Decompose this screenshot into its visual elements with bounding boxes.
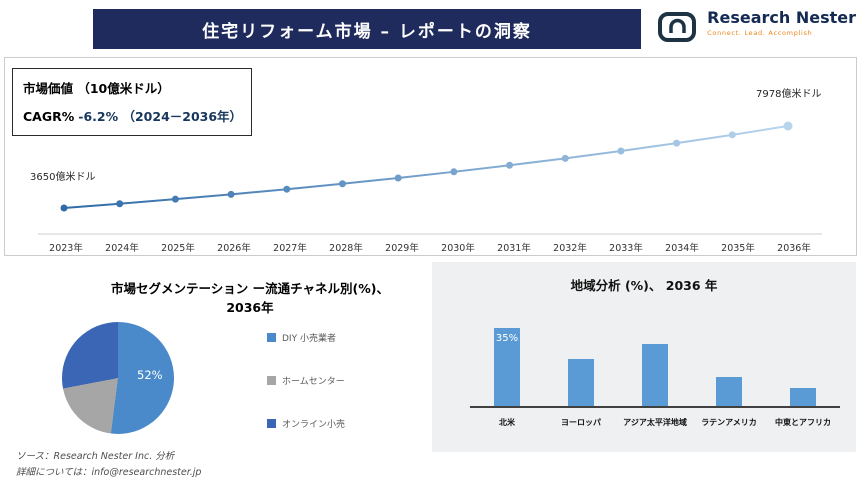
pie-legend: DIY 小売業者 ホームセンター オンライン小売 — [267, 331, 345, 460]
bar-category-label: ラテンアメリカ — [701, 418, 757, 427]
data-point — [227, 190, 235, 198]
line-chart — [38, 121, 822, 235]
bar — [716, 377, 742, 406]
x-axis-label: 2031年 — [497, 243, 531, 254]
x-axis-label: 2036年 — [777, 243, 811, 254]
bar-category-label: 中東とアフリカ — [775, 418, 831, 427]
data-point — [450, 168, 458, 176]
cagr-line: CAGR% -6.2% （2024－2036年） — [23, 106, 243, 125]
data-point — [506, 161, 514, 169]
bar — [642, 344, 668, 406]
logo-tagline: Connect. Lead. Accomplish — [707, 29, 813, 38]
pie-chart-title: 市場セグメンテーション ー流通チャネル別(%)、 2036年 — [70, 280, 430, 318]
data-point — [561, 154, 569, 162]
bar-category-label: ヨーロッパ — [561, 418, 601, 427]
pie-title-line2: 2036年 — [226, 299, 274, 315]
data-point — [283, 185, 291, 193]
x-axis-label: 2025年 — [161, 243, 195, 254]
logo-name: Research Nester — [707, 8, 856, 27]
regional-analysis-panel: 地域分析 (%)、 2036 年 35% 北米 ヨーロッパ アジア太平洋地域 ラテンア… — [432, 262, 856, 452]
data-point — [673, 139, 681, 147]
bar-chart-x-axis: 北米 ヨーロッパ アジア太平洋地域 ラテンアメリカ 中東とアフリカ — [470, 417, 840, 428]
legend-item: ホームセンター — [267, 374, 345, 387]
bar-chart-plot-area: 35% — [470, 306, 840, 408]
pie-title-line1: 市場セグメンテーション ー流通チャネル別(%)、 — [111, 281, 389, 296]
line-start-value-label: 3650億米ドル — [30, 172, 96, 183]
legend-marker-icon — [267, 376, 276, 385]
legend-item: DIY 小売業者 — [267, 331, 345, 344]
bar-value-label: 35% — [495, 333, 519, 344]
market-value-section-border — [4, 57, 857, 256]
legend-label: ホームセンター — [282, 377, 345, 387]
market-value-box: 市場価値 （10億米ドル） CAGR% -6.2% （2024－2036年） — [12, 68, 252, 136]
market-value-label: 市場価値 （10億米ドル） — [23, 81, 170, 96]
pie-slice-value-label: 52% — [137, 367, 163, 382]
x-axis-label: 2028年 — [329, 243, 363, 254]
bar — [568, 359, 594, 406]
x-axis-label: 2030年 — [441, 243, 475, 254]
bar-category-label: アジア太平洋地域 — [623, 418, 687, 427]
data-point — [728, 131, 736, 139]
bar-chart-title: 地域分析 (%)、 2036 年 — [570, 278, 718, 293]
legend-label: DIY 小売業者 — [282, 334, 336, 344]
trend-line — [63, 125, 789, 209]
x-axis-label: 2035年 — [721, 243, 755, 254]
title-banner: 住宅リフォーム市場 – レポートの洞察 — [93, 9, 641, 49]
research-nester-logo: Research Nester Connect. Lead. Accomplis… — [656, 8, 856, 45]
source-footer: ソース：Research Nester Inc. 分析 詳細については：info… — [16, 449, 201, 480]
legend-label: オンライン小売 — [282, 420, 346, 430]
data-point — [617, 147, 625, 155]
line-end-value-label: 7978億米ドル — [756, 89, 822, 100]
data-point — [394, 174, 402, 182]
data-point — [60, 204, 68, 212]
data-point — [171, 195, 179, 203]
x-axis-label: 2033年 — [609, 243, 643, 254]
page-title: 住宅リフォーム市場 – レポートの洞察 — [202, 21, 532, 42]
legend-item: オンライン小売 — [267, 417, 345, 430]
pie-chart: 52% — [62, 322, 174, 434]
cagr-value: -6.2% （2024－2036年） — [78, 109, 243, 124]
logo-mark-icon — [658, 12, 697, 42]
bar: 35% — [494, 328, 520, 406]
x-axis-label: 2027年 — [273, 243, 307, 254]
line-chart-x-axis: 2023年 2024年 2025年 2026年 2027年 2028年 2029年 2030年… — [38, 240, 822, 254]
source-line: ソース：Research Nester Inc. 分析 — [16, 451, 175, 462]
legend-marker-icon — [267, 419, 276, 428]
data-point — [116, 200, 124, 208]
x-axis-label: 2024年 — [105, 243, 139, 254]
data-point — [783, 121, 793, 131]
logo-text: Research Nester Connect. Lead. Accomplis… — [707, 8, 856, 38]
bar — [790, 388, 816, 406]
cagr-label: CAGR% — [23, 109, 75, 124]
x-axis-label: 2029年 — [385, 243, 419, 254]
x-axis-label: 2034年 — [665, 243, 699, 254]
x-axis-label: 2023年 — [49, 243, 83, 254]
data-point — [338, 180, 346, 188]
contact-line: 詳細については：info@researchnester.jp — [16, 466, 202, 478]
bar-category-label: 北米 — [499, 418, 515, 427]
legend-marker-icon — [267, 333, 276, 342]
x-axis-label: 2026年 — [217, 243, 251, 254]
x-axis-label: 2032年 — [553, 243, 587, 254]
